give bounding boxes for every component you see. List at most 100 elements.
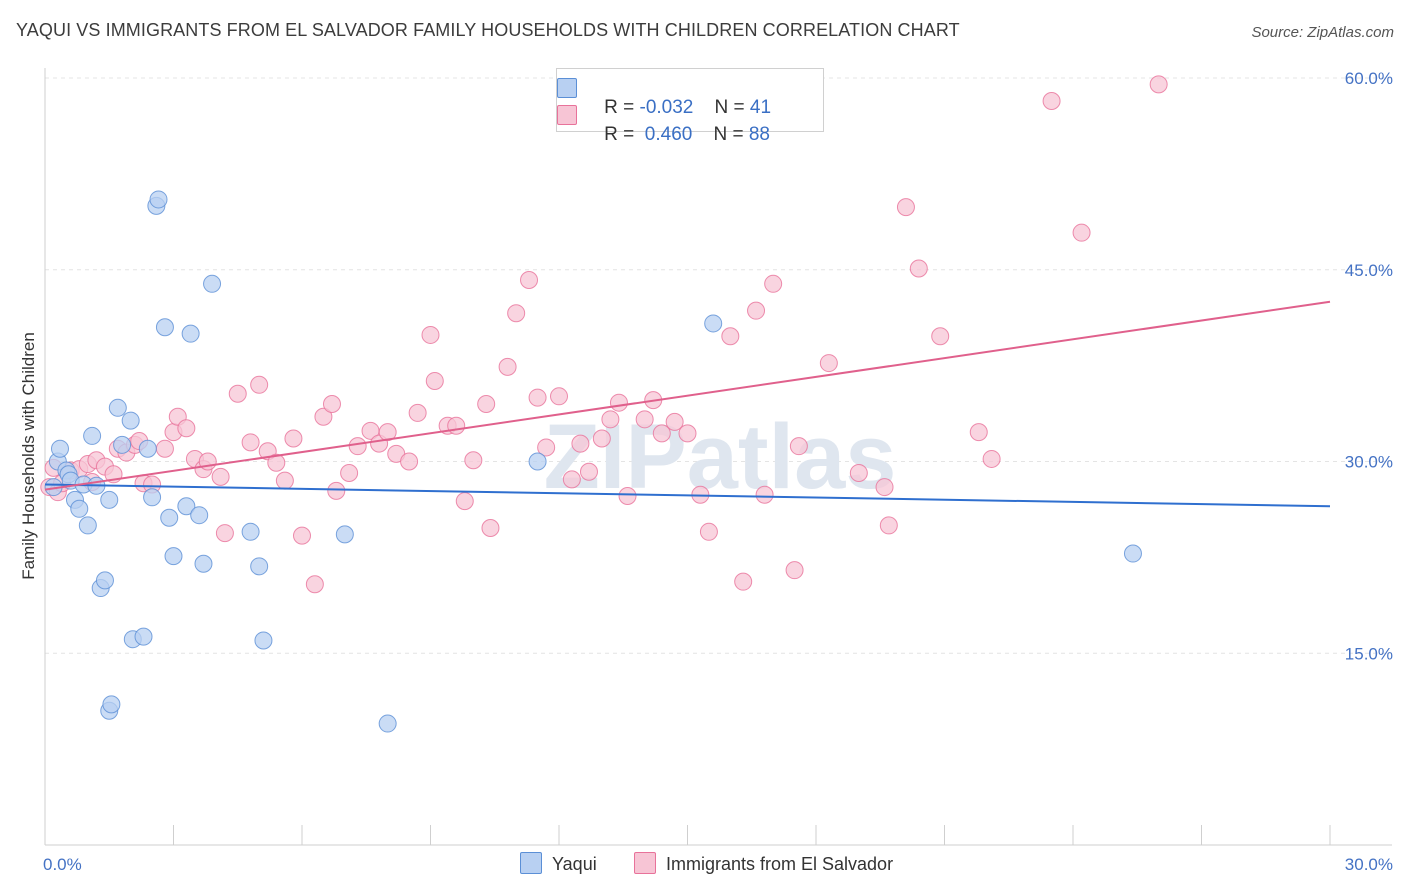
- salvador-point-90: [1042, 92, 1061, 111]
- trend-lines: [44, 300, 1331, 508]
- y-tick-label-3: 60.0%: [1345, 69, 1393, 88]
- n-label: N =: [714, 97, 750, 118]
- yaqui-point-32: [194, 554, 213, 573]
- yaqui-point-22: [138, 439, 157, 458]
- salvador-point-30: [267, 453, 286, 472]
- salvador-point-71: [678, 424, 697, 443]
- salvador-point-54: [498, 357, 517, 376]
- salvador-point-52: [477, 394, 496, 413]
- yaqui-point-27: [160, 508, 179, 527]
- yaqui-point-25: [149, 190, 168, 209]
- watermark: ZIPatlas: [544, 406, 897, 508]
- yaqui-point-7: [70, 499, 89, 518]
- salvador-point-79: [785, 561, 804, 580]
- r-value: -0.032: [639, 97, 694, 118]
- salvador-point-92: [1149, 75, 1168, 94]
- salvador-point-28: [250, 375, 269, 394]
- salvador-point-80: [789, 437, 808, 456]
- yaqui-point-26: [155, 318, 174, 337]
- series-yaqui-points: [44, 190, 1142, 733]
- yaqui-point-33: [203, 274, 222, 293]
- salvador-point-75: [734, 572, 753, 591]
- salvador-point-60: [562, 470, 581, 489]
- legend-row-yaqui: R = -0.032 N = 41: [557, 75, 771, 118]
- salvador-point-65: [609, 393, 628, 412]
- yaqui-point-38: [378, 714, 397, 733]
- salvador-point-64: [601, 410, 620, 429]
- salvador-point-37: [327, 481, 346, 500]
- yaqui-point-2: [50, 439, 69, 458]
- yaqui-point-14: [100, 490, 119, 509]
- legend-item-salvador: Immigrants from El Salvador: [634, 852, 893, 875]
- stats-legend: R = -0.032 N = 41 R = 0.460 N = 88: [556, 68, 824, 145]
- r-value: 0.460: [639, 124, 693, 145]
- salvador-point-33: [293, 526, 311, 545]
- salvador-point-44: [400, 452, 419, 471]
- salvador-point-49: [447, 416, 466, 435]
- salvador-point-58: [537, 438, 556, 457]
- y-axis-label: Family Households with Children: [19, 332, 38, 580]
- salvador-point-70: [665, 412, 684, 431]
- chart-title: YAQUI VS IMMIGRANTS FROM EL SALVADOR FAM…: [16, 20, 960, 40]
- salvador-point-82: [849, 464, 868, 483]
- salvador-point-86: [909, 259, 928, 278]
- salvador-point-67: [635, 410, 654, 429]
- yaqui-point-28: [164, 547, 183, 566]
- salvador-point-88: [969, 423, 988, 442]
- yaqui-point-31: [190, 506, 209, 525]
- salvador-point-85: [896, 198, 915, 217]
- salvador-point-87: [931, 327, 950, 346]
- x-tick-label-0: 0.0%: [43, 855, 82, 874]
- yaqui-point-9: [78, 516, 97, 535]
- salvador-point-78: [764, 274, 783, 293]
- salvador-point-34: [305, 575, 324, 594]
- legend-label-yaqui: Yaqui: [552, 854, 597, 874]
- salvador-point-25: [215, 524, 234, 543]
- salvador-point-31: [275, 471, 294, 490]
- n-value: 41: [749, 97, 772, 118]
- salvador-point-63: [592, 429, 611, 448]
- salvador-point-84: [879, 516, 898, 535]
- grid-lines: [45, 77, 1392, 654]
- salvador-point-42: [378, 423, 397, 442]
- axes: [44, 68, 1392, 846]
- y-tick-label-0: 15.0%: [1345, 644, 1393, 663]
- tick-labels: 15.0% 30.0% 45.0% 60.0% 0.0% 30.0%: [43, 69, 1393, 874]
- salvador-point-36: [322, 394, 341, 413]
- yaqui-point-36: [254, 631, 273, 650]
- salvador-point-66: [618, 487, 637, 506]
- yaqui-point-40: [704, 314, 723, 333]
- salvador-point-32: [284, 429, 303, 448]
- yaqui-point-30: [181, 324, 200, 343]
- salvador-point-26: [228, 384, 247, 403]
- salvador-point-89: [982, 449, 1001, 468]
- yaqui-point-18: [113, 435, 132, 454]
- salvador-point-47: [425, 371, 444, 390]
- n-label: N =: [713, 124, 749, 145]
- salvador-point-45: [408, 403, 427, 422]
- salvador-point-61: [571, 434, 590, 453]
- salvador-point-56: [520, 270, 539, 289]
- salvador-point-53: [481, 518, 500, 537]
- salvador-trend-line: [44, 300, 1331, 491]
- salvador-point-57: [528, 388, 547, 407]
- legend-item-yaqui: Yaqui: [520, 852, 597, 875]
- yaqui-point-37: [335, 525, 354, 544]
- yaqui-point-13: [95, 571, 114, 590]
- salvador-point-77: [755, 485, 774, 504]
- salvador-point-69: [652, 424, 671, 443]
- yaqui-legend-swatch: [520, 852, 542, 874]
- n-value: 88: [748, 124, 770, 145]
- salvador-point-73: [699, 522, 718, 541]
- yaqui-point-41: [1123, 544, 1142, 563]
- yaqui-point-16: [102, 695, 121, 714]
- salvador-legend-swatch: [634, 852, 656, 874]
- series-salvador-points: [40, 75, 1168, 594]
- legend-row-salvador: R = 0.460 N = 88: [557, 102, 770, 145]
- salvador-point-27: [241, 433, 260, 452]
- r-label: R =: [604, 124, 640, 145]
- x-tick-label-1: 30.0%: [1345, 855, 1393, 874]
- salvador-point-74: [721, 327, 740, 346]
- y-tick-label-1: 30.0%: [1345, 453, 1393, 472]
